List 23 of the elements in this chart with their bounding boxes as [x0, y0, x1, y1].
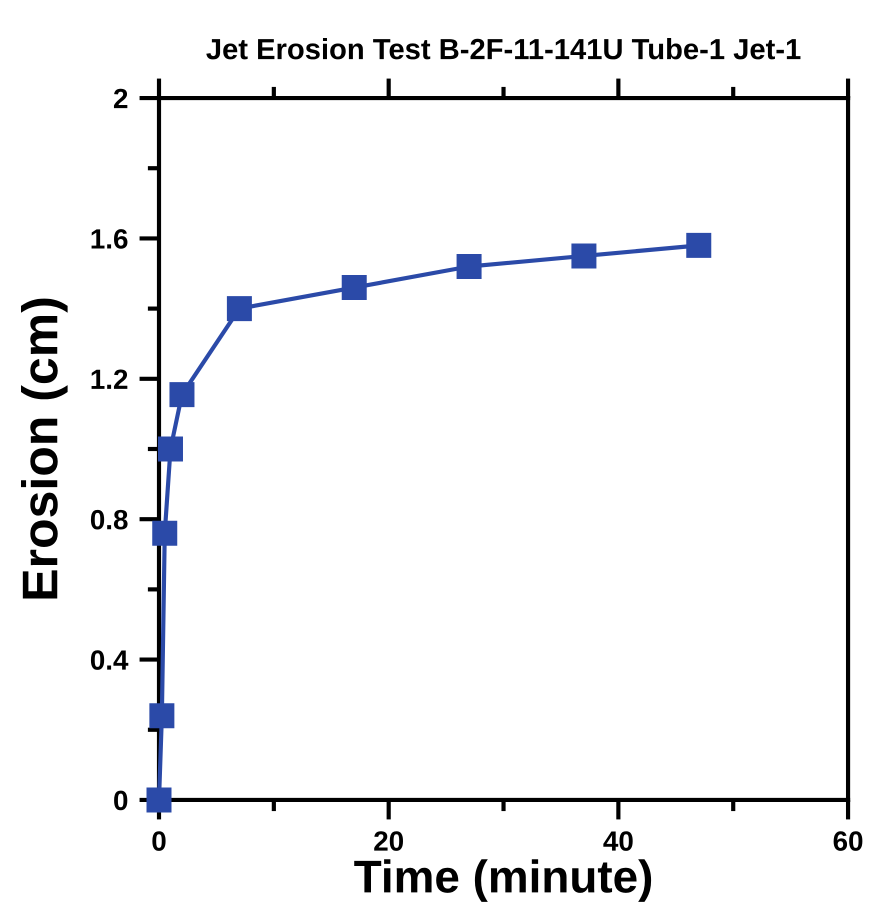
- y-tick-label: 1.6: [92, 229, 128, 249]
- point: [686, 232, 712, 258]
- point: [456, 254, 482, 279]
- chart-title: Jet Erosion Test B-2F-11-141U Tube-1 Jet-1: [206, 38, 800, 60]
- x-tick-label: 20: [374, 831, 403, 851]
- y-tick-label: 0.4: [90, 650, 128, 670]
- y-tick-label: 0.8: [90, 510, 128, 530]
- x-axis-title: Time (minute): [354, 859, 652, 902]
- point: [571, 243, 596, 268]
- y-tick-label: 2: [114, 88, 128, 108]
- y-axis-title: Erosion (cm): [21, 298, 68, 598]
- x-tick-label: 40: [603, 831, 633, 851]
- y-tick-label: 1.2: [92, 369, 128, 389]
- y-tick-label: 0: [114, 790, 128, 810]
- point: [158, 436, 183, 462]
- point: [152, 520, 178, 546]
- x-tick-label: 0: [152, 831, 166, 851]
- point: [146, 787, 172, 812]
- point: [342, 275, 367, 300]
- point: [149, 703, 174, 728]
- point: [169, 382, 194, 408]
- x-tick-label: 60: [834, 831, 862, 851]
- point: [226, 296, 252, 322]
